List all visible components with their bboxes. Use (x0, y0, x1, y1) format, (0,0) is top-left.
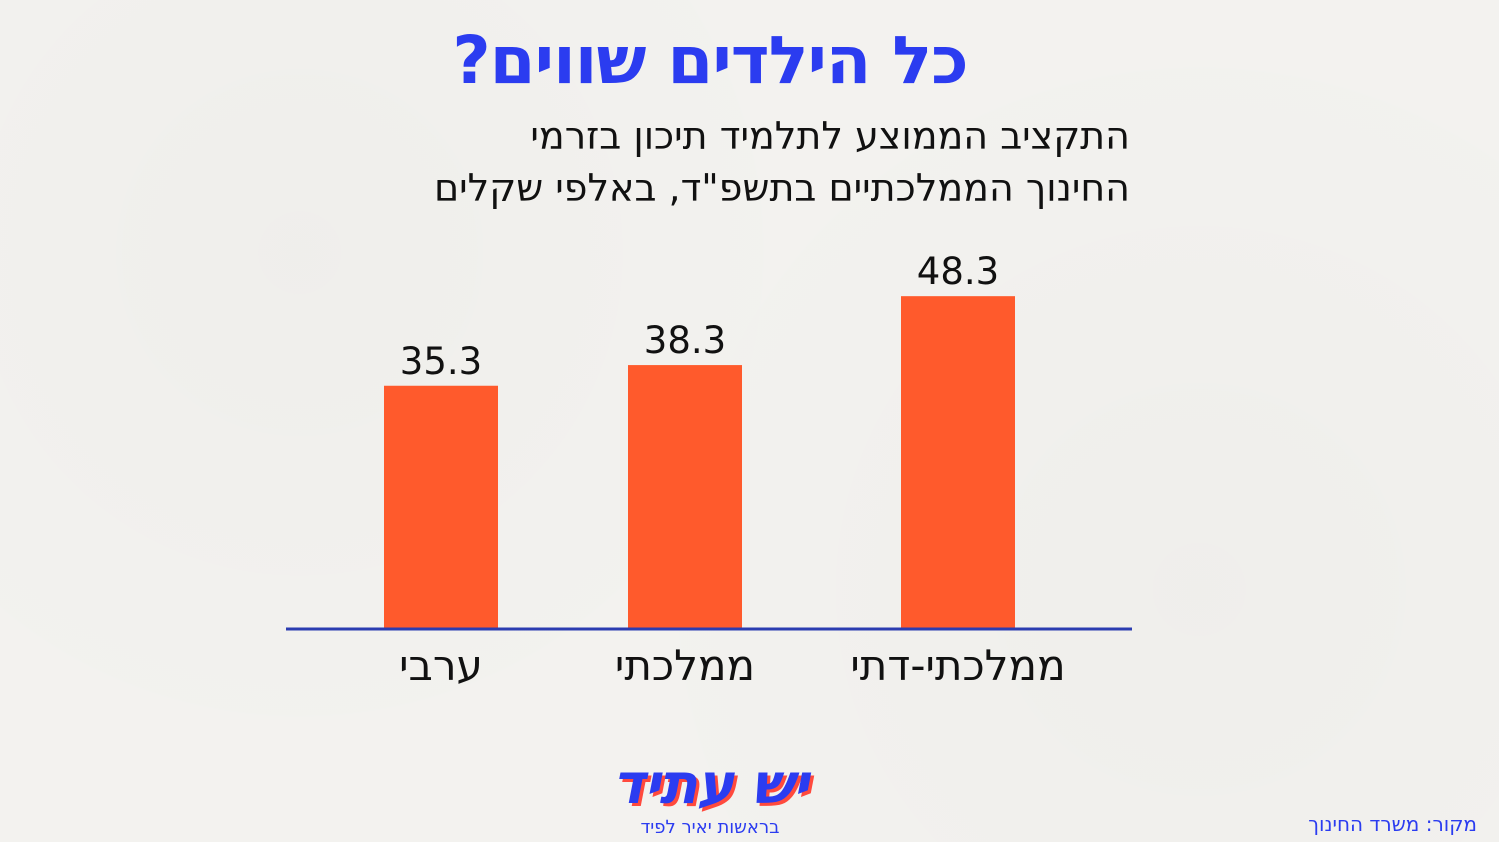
party-logo: יש עתיד בראשות יאיר לפיד (560, 752, 860, 839)
chart-title: כל הילדים שווים? (452, 22, 968, 99)
category-label-1: ממלכתי-דתי (850, 641, 1065, 690)
logo-wordmark: יש עתיד (612, 752, 809, 817)
source-note: מקור: משרד החינוך (1308, 812, 1477, 836)
bar-3 (384, 385, 498, 629)
bar-value-label-2: 38.3 (644, 319, 726, 362)
category-label-3: ערבי (399, 641, 483, 690)
bar-1 (901, 296, 1015, 629)
subtitle-line-1: התקציב הממוצע לתלמיד תיכון בזרמי (530, 114, 1130, 158)
chart-subtitle: התקציב הממוצע לתלמיד תיכון בזרמי החינוך … (300, 110, 1130, 214)
bar-2 (628, 365, 742, 629)
subtitle-line-2: החינוך הממלכתיים בתשפ"ד, באלפי שקלים (433, 166, 1130, 210)
bar-value-label-3: 35.3 (400, 340, 482, 383)
category-label-2: ממלכתי (615, 641, 755, 690)
logo-tagline: בראשות יאיר לפיד (640, 817, 780, 838)
bar-value-label-1: 48.3 (917, 250, 999, 293)
